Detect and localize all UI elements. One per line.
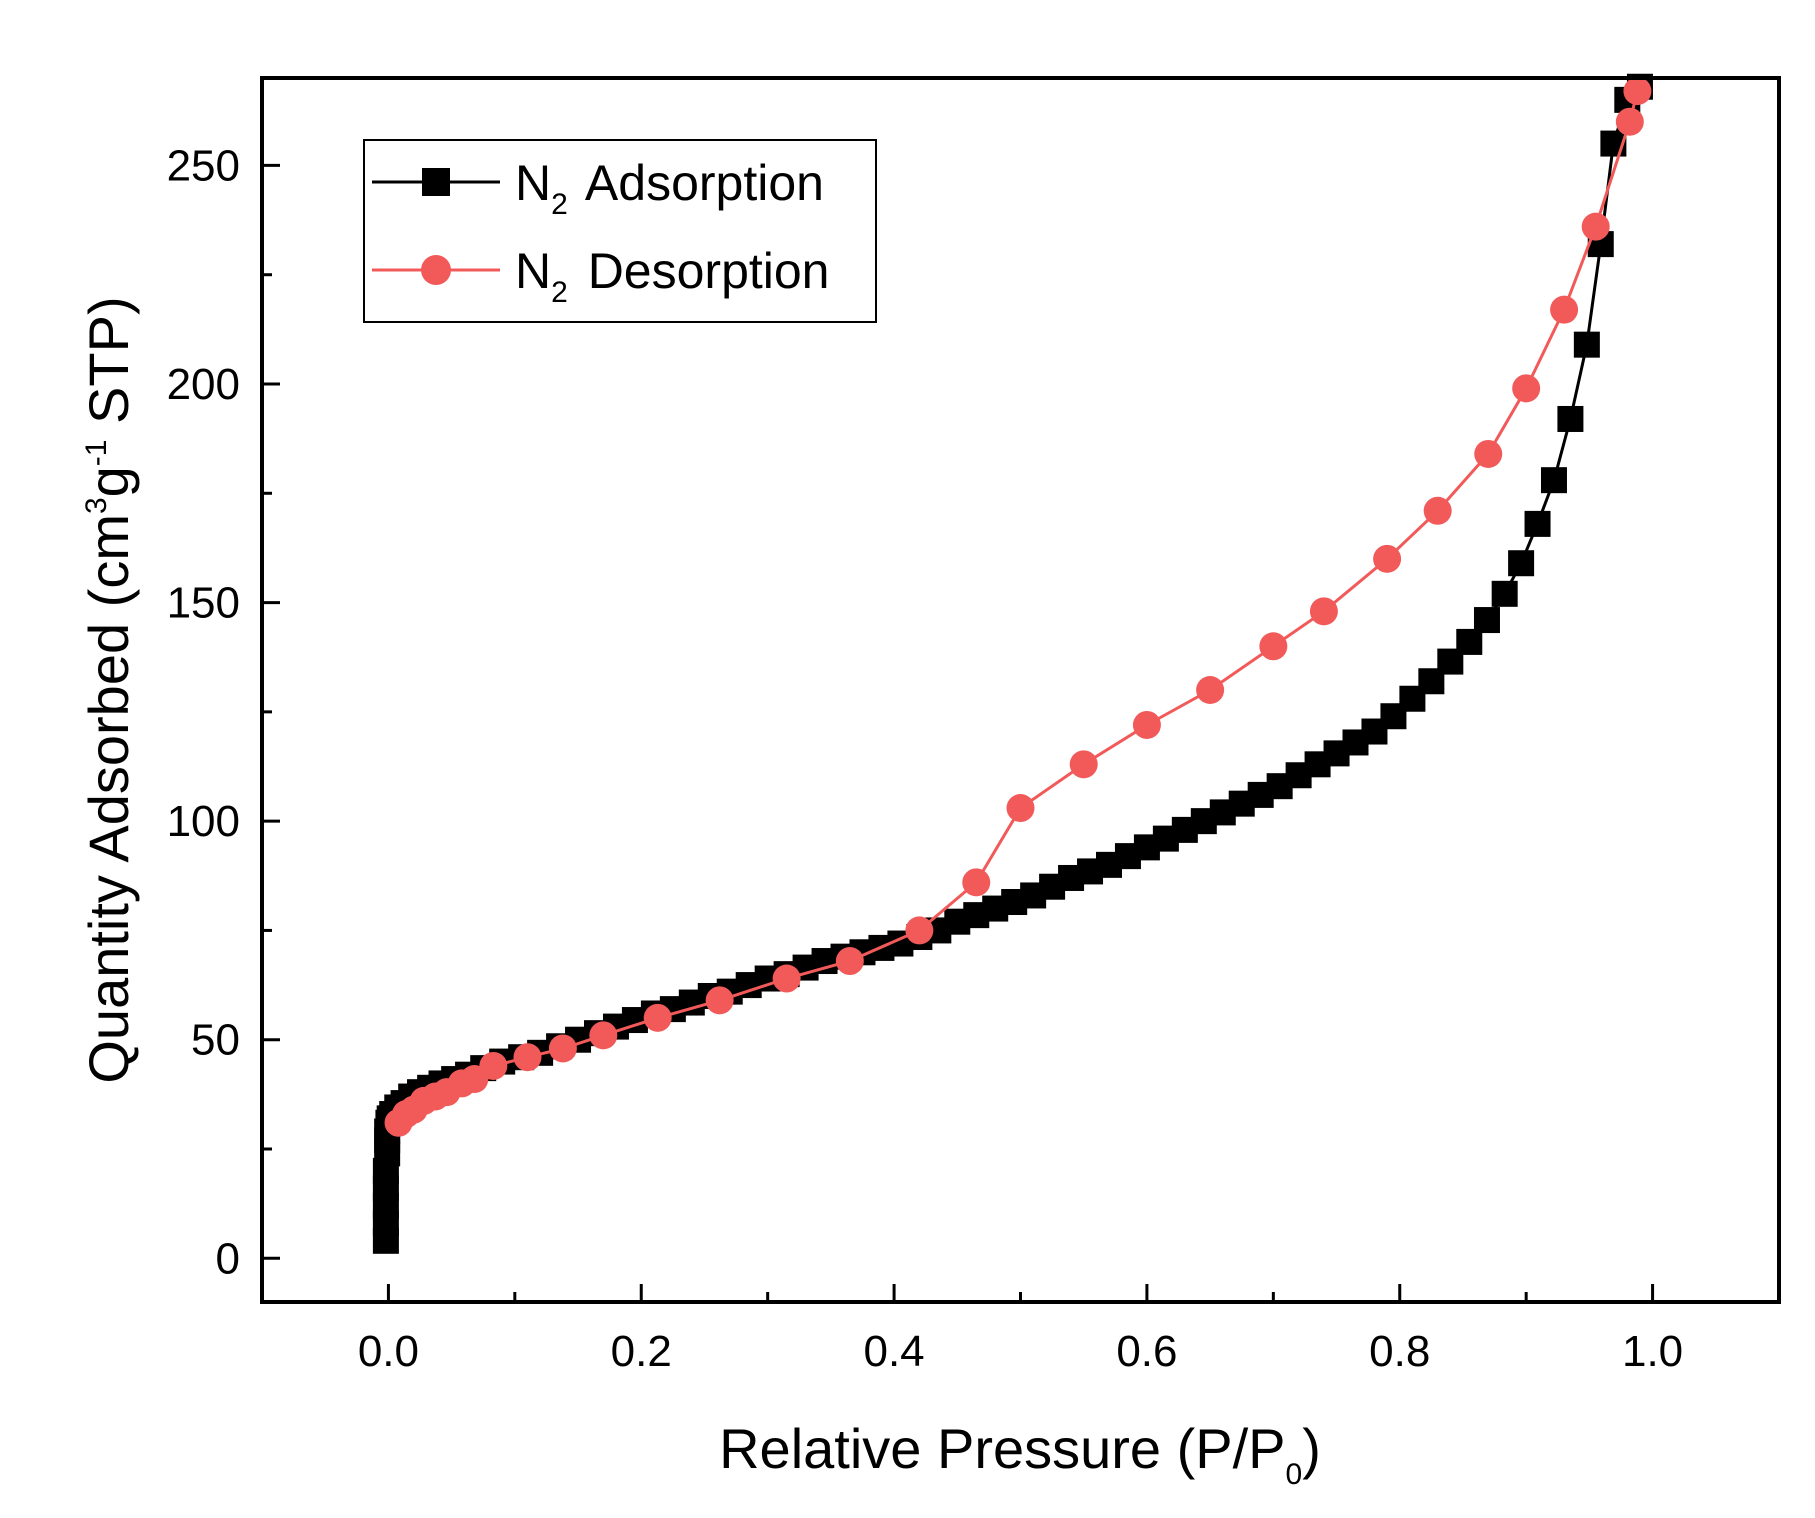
data-point bbox=[1132, 710, 1161, 739]
y-axis-title: Quantity Adsorbed (cm3g-1 STP) bbox=[77, 296, 140, 1083]
data-point bbox=[643, 1003, 672, 1032]
data-point bbox=[1423, 496, 1452, 525]
data-point bbox=[1309, 597, 1338, 626]
data-point bbox=[1550, 295, 1579, 324]
y-tick-label: 200 bbox=[167, 360, 240, 409]
data-point bbox=[705, 986, 734, 1015]
y-tick-label: 50 bbox=[191, 1016, 240, 1065]
legend-box bbox=[363, 139, 877, 323]
data-point bbox=[1259, 632, 1288, 661]
legend: N2 Adsorption N2 Desorption bbox=[363, 139, 877, 323]
axis-ticks: 0.0 0.2 0.4 0.6 0.8 1.0 0 50 100 150 200 250 bbox=[167, 141, 1684, 1376]
data-point bbox=[1615, 107, 1644, 136]
x-tick-label: 0.2 bbox=[611, 1327, 672, 1376]
data-point bbox=[1512, 374, 1541, 403]
data-point bbox=[905, 916, 934, 945]
data-point bbox=[1069, 750, 1098, 779]
data-point bbox=[962, 868, 991, 897]
legend-desorption-label: N2 Desorption bbox=[515, 243, 830, 309]
data-point bbox=[1557, 405, 1584, 432]
series-adsorption bbox=[372, 73, 1653, 1254]
data-point bbox=[1373, 544, 1402, 573]
data-point bbox=[772, 964, 801, 993]
y-tick-label: 150 bbox=[167, 579, 240, 628]
y-tick-label: 250 bbox=[167, 141, 240, 190]
data-point bbox=[1006, 794, 1035, 823]
data-point bbox=[589, 1021, 618, 1050]
plot-content bbox=[372, 73, 1653, 1254]
series-desorption bbox=[384, 77, 1652, 1137]
data-point bbox=[1573, 331, 1600, 358]
x-tick-label: 1.0 bbox=[1622, 1327, 1683, 1376]
data-point bbox=[1474, 439, 1503, 468]
x-axis-title: Relative Pressure (P/P0) bbox=[719, 1417, 1321, 1491]
x-tick-label: 0.6 bbox=[1116, 1327, 1177, 1376]
legend-adsorption-marker bbox=[422, 168, 450, 196]
data-point bbox=[1623, 77, 1652, 106]
data-point bbox=[384, 1108, 413, 1137]
data-point bbox=[1524, 510, 1551, 537]
data-point bbox=[1473, 607, 1500, 634]
y-tick-label: 0 bbox=[216, 1234, 240, 1283]
data-point bbox=[548, 1034, 577, 1063]
data-point bbox=[835, 947, 864, 976]
legend-desorption-marker bbox=[421, 255, 451, 285]
data-point bbox=[1196, 676, 1225, 704]
data-point bbox=[1581, 212, 1610, 241]
x-tick-label: 0.0 bbox=[358, 1327, 419, 1376]
data-point bbox=[1508, 550, 1535, 577]
x-tick-label: 0.4 bbox=[863, 1327, 924, 1376]
x-tick-label: 0.8 bbox=[1369, 1327, 1430, 1376]
data-point bbox=[1456, 628, 1483, 655]
y-tick-label: 100 bbox=[167, 797, 240, 846]
data-point bbox=[1540, 467, 1567, 494]
data-point bbox=[513, 1043, 542, 1072]
legend-adsorption-label: N2 Adsorption bbox=[515, 155, 824, 221]
data-point bbox=[1491, 580, 1518, 607]
